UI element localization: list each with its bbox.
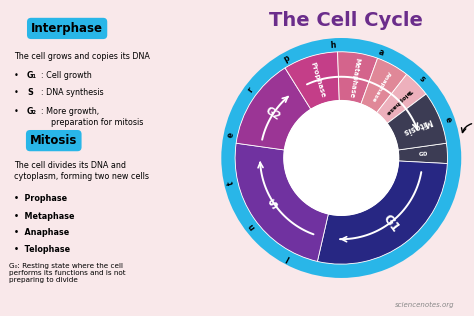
Text: G2: G2 — [264, 105, 282, 122]
Text: G₁: G₁ — [27, 71, 37, 80]
Wedge shape — [285, 52, 339, 109]
Wedge shape — [221, 38, 461, 278]
Text: The cell divides its DNA and
cytoplasm, forming two new cells: The cell divides its DNA and cytoplasm, … — [14, 161, 149, 180]
Wedge shape — [318, 161, 447, 264]
Text: Mitosis: Mitosis — [401, 117, 433, 137]
Text: •  Telophase: • Telophase — [14, 245, 70, 253]
Circle shape — [284, 100, 399, 215]
Text: G0: G0 — [418, 152, 428, 157]
Text: p: p — [283, 53, 292, 64]
Text: : DNA synthesis: : DNA synthesis — [42, 88, 104, 97]
Text: •: • — [14, 88, 18, 97]
Text: G₂: G₂ — [27, 107, 37, 116]
Text: Interphase: Interphase — [31, 22, 103, 35]
Text: Mitosis: Mitosis — [30, 134, 77, 147]
Text: a: a — [377, 47, 385, 57]
Wedge shape — [361, 58, 407, 113]
Text: h: h — [330, 40, 337, 50]
Text: e: e — [442, 115, 453, 123]
Text: The cell grows and copies its DNA: The cell grows and copies its DNA — [14, 52, 149, 61]
Wedge shape — [236, 68, 311, 150]
Text: •  Metaphase: • Metaphase — [14, 212, 74, 221]
Wedge shape — [337, 52, 378, 104]
Text: Anaphase: Anaphase — [370, 70, 392, 103]
Text: The Cell Cycle: The Cell Cycle — [269, 11, 423, 30]
Text: n: n — [246, 222, 256, 231]
Text: t: t — [226, 180, 236, 185]
Text: e: e — [226, 131, 236, 138]
Text: Metaphase: Metaphase — [348, 57, 360, 98]
Text: •  Prophase: • Prophase — [14, 194, 67, 203]
Text: I: I — [285, 253, 292, 263]
Text: Telophase: Telophase — [385, 87, 414, 115]
Wedge shape — [398, 143, 447, 164]
Text: Prophase: Prophase — [309, 61, 326, 98]
Text: G1: G1 — [380, 212, 401, 235]
Wedge shape — [235, 143, 328, 261]
Text: s: s — [417, 74, 427, 83]
Wedge shape — [376, 74, 426, 124]
Text: : Cell growth: : Cell growth — [42, 71, 92, 80]
Text: S: S — [266, 196, 281, 212]
Text: : More growth,
    preparation for mitosis: : More growth, preparation for mitosis — [42, 107, 144, 127]
Wedge shape — [387, 94, 447, 150]
Text: •: • — [14, 107, 18, 116]
Text: r: r — [246, 86, 255, 94]
Text: S: S — [27, 88, 33, 97]
Text: •: • — [14, 71, 18, 80]
Text: G₀: Resting state where the cell
performs its functions and is not
preparing to : G₀: Resting state where the cell perform… — [9, 263, 126, 283]
Text: •  Anaphase: • Anaphase — [14, 228, 69, 237]
Text: sciencenotes.org: sciencenotes.org — [395, 302, 455, 308]
